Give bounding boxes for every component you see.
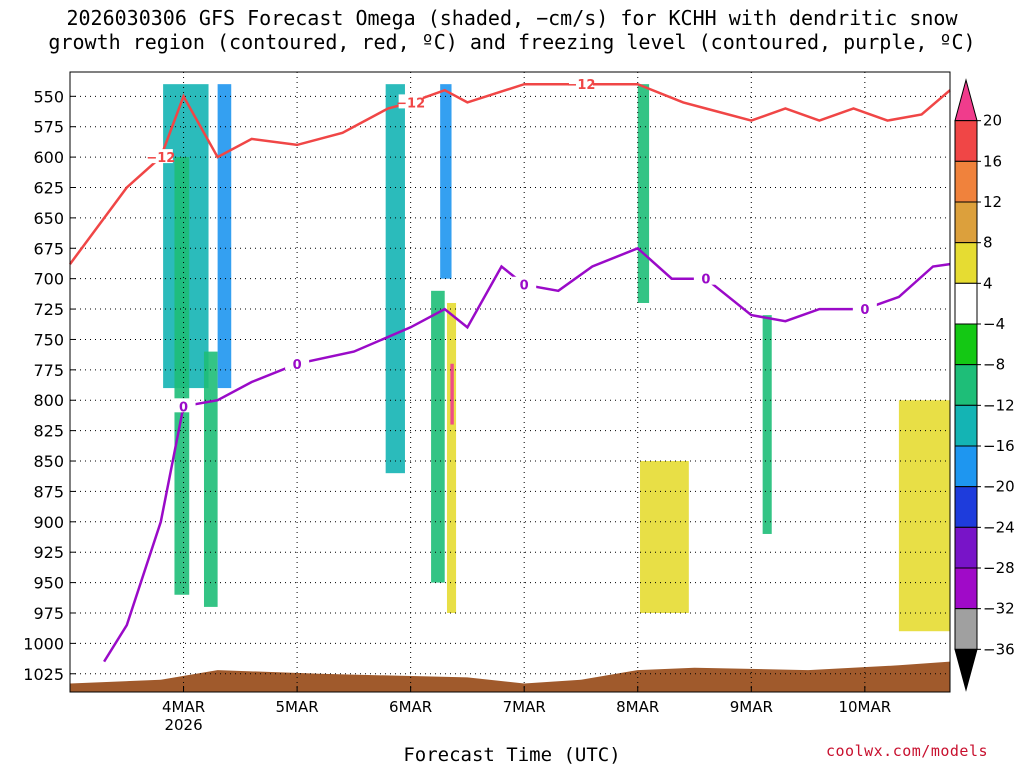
x-tick-label: 9MAR: [730, 698, 773, 716]
y-tick-label: 825: [33, 422, 64, 441]
x-tick-label: 8MAR: [616, 698, 659, 716]
y-tick-label: 775: [33, 361, 64, 380]
omega-band-1: [174, 157, 190, 595]
freezing-contour-label-bg: [285, 355, 310, 370]
colorbar-segment: [954, 160, 978, 203]
omega-band-9: [637, 84, 650, 303]
omega-band-5: [440, 84, 452, 279]
colorbar-label: −32: [983, 600, 1015, 618]
colorbar-segment: [954, 486, 978, 528]
colorbar-label: −4: [983, 315, 1005, 333]
colorbar-label: 4: [983, 274, 993, 292]
omega-band-3: [203, 351, 218, 607]
colorbar: 20 16 12 8 4 −4 −8 −12 −16 −20 −24 −28 −32 −36: [954, 78, 1015, 692]
omega-band-7: [446, 302, 457, 613]
colorbar-label: 20: [983, 112, 1002, 130]
chart-title: 2026030306 GFS Forecast Omega (shaded, −…: [0, 6, 1024, 54]
colorbar-label: 16: [983, 152, 1002, 170]
colorbar-segment: [954, 242, 978, 284]
colorbar-label: −8: [983, 356, 1005, 374]
plot-frame: [69, 71, 951, 693]
colorbar-label: −12: [983, 396, 1015, 414]
colorbar-segment: [954, 648, 978, 692]
y-tick-label: 950: [33, 574, 64, 593]
dgz-contour-label-bg: [148, 149, 173, 164]
dgz-contour-label: −12: [566, 78, 595, 93]
freezing-contour-label: 0: [520, 279, 529, 294]
y-tick-label: 1025: [23, 665, 64, 684]
colorbar-label: −28: [983, 559, 1015, 577]
colorbar-segment: [954, 567, 978, 610]
dgz-contour-label-bg: [568, 76, 593, 91]
colorbar-label: −36: [983, 640, 1015, 658]
colorbar-label: 8: [983, 234, 993, 252]
omega-band-8: [450, 363, 454, 425]
x-tick-label: 4MAR: [162, 698, 205, 716]
y-tick-label: 850: [33, 452, 64, 471]
dgz-contour-label-bg: [398, 94, 423, 109]
x-axis-label: Forecast Time (UTC): [403, 744, 621, 766]
surface-terrain: [70, 661, 950, 692]
chart-title-line2: growth region (contoured, red, ºC) and f…: [48, 30, 976, 54]
omega-band-6: [431, 290, 445, 583]
freezing-contour-label-bg: [852, 301, 877, 316]
freezing-contour-label: 0: [701, 273, 710, 288]
y-tick-label: 975: [33, 604, 64, 623]
y-tick-label: 650: [33, 209, 64, 228]
x-tick-label: 5MAR: [276, 698, 319, 716]
omega-band-11: [762, 315, 772, 534]
colorbar-segment: [954, 120, 978, 162]
grid-layer: [70, 72, 950, 692]
y-tick-label: 600: [33, 148, 64, 167]
y-tick-label: 625: [33, 178, 64, 197]
axis-ticks-layer: 550 575 600 625 650 675 700 725 750 775 800 825 850 8…: [23, 87, 891, 734]
y-tick-label: 700: [33, 270, 64, 289]
y-tick-label: 675: [33, 239, 64, 258]
y-tick-label: 925: [33, 543, 64, 562]
omega-band-10: [640, 461, 689, 613]
y-tick-label: 750: [33, 330, 64, 349]
y-tick-label: 725: [33, 300, 64, 319]
freezing-contour-label-bg: [512, 276, 537, 291]
y-tick-label: 900: [33, 513, 64, 532]
colorbar-segment: [954, 608, 978, 650]
x-tick-label: 7MAR: [503, 698, 546, 716]
colorbar-segment: [954, 78, 978, 122]
x-tick-label: 10MAR: [838, 698, 891, 716]
omega-band-2: [217, 84, 232, 389]
colorbar-label: −24: [983, 518, 1015, 536]
omega-shading-layer: [163, 84, 950, 632]
chart-title-line1: 2026030306 GFS Forecast Omega (shaded, −…: [66, 6, 958, 30]
colorbar-label: 12: [983, 193, 1002, 211]
dgz-minus12-contour: [68, 82, 951, 265]
watermark: coolwx.com/models: [826, 742, 989, 760]
contour-layer: −12 −12 −12 0 0 0 0 0: [68, 76, 951, 663]
colorbar-segment: [954, 364, 978, 406]
y-tick-label: 575: [33, 118, 64, 137]
freezing-contour-label-bg: [171, 398, 196, 413]
colorbar-segment: [954, 201, 978, 244]
freezing-contour-label-bg: [693, 270, 718, 285]
x-tick-year-label: 2026: [164, 716, 202, 734]
freezing-contour-label: 0: [860, 303, 869, 318]
colorbar-segment: [954, 282, 978, 325]
dgz-contour-label: −12: [146, 151, 175, 166]
x-tick-label: 6MAR: [389, 698, 432, 716]
colorbar-segment: [954, 445, 978, 488]
colorbar-segment: [954, 323, 978, 366]
y-tick-label: 875: [33, 482, 64, 501]
freezing-contour-label: 0: [293, 358, 302, 373]
y-tick-label: 550: [33, 87, 64, 106]
colorbar-segment: [954, 404, 978, 447]
y-tick-label: 1000: [23, 634, 64, 653]
y-tick-label: 800: [33, 391, 64, 410]
surface-terrain-layer: [70, 661, 950, 692]
colorbar-label: −16: [983, 437, 1015, 455]
colorbar-segment: [954, 526, 978, 569]
colorbar-label: −20: [983, 478, 1015, 496]
omega-band-12: [898, 400, 950, 632]
dgz-contour-label: −12: [396, 96, 425, 111]
freezing-contour-label: 0: [179, 400, 188, 415]
